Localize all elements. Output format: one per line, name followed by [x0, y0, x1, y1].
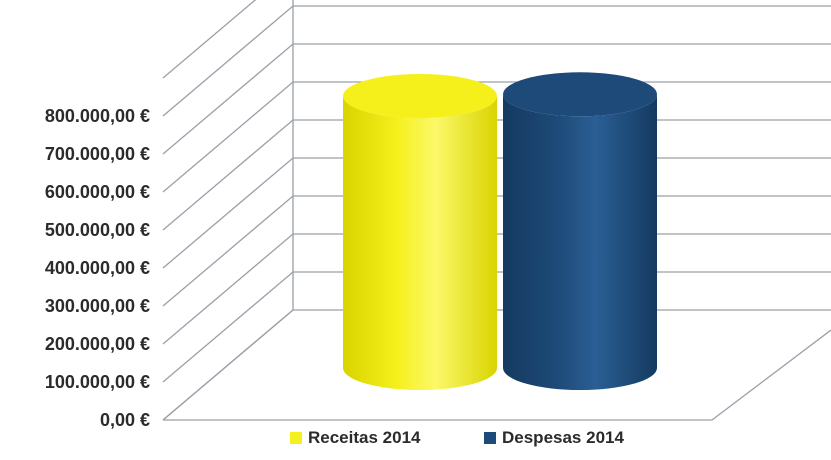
- y-tick-label: 400.000,00 €: [45, 258, 150, 278]
- legend-swatch-despesas: [484, 432, 496, 444]
- cylinder-top: [503, 72, 657, 117]
- y-tick-label: 500.000,00 €: [45, 220, 150, 240]
- y-tick-label: 600.000,00 €: [45, 182, 150, 202]
- legend-label-despesas: Despesas 2014: [502, 428, 624, 447]
- legend-item-receitas: Receitas 2014: [290, 428, 420, 448]
- y-tick-label: 800.000,00 €: [45, 106, 150, 126]
- legend-item-despesas: Despesas 2014: [484, 428, 624, 448]
- chart: 0,00 € 100.000,00 € 200.000,00 € 300.000,00…: [45, 0, 831, 430]
- bar-receitas-2014: [343, 74, 497, 390]
- gridline: [162, 43, 831, 155]
- cylinder-body: [503, 94, 657, 391]
- legend: Receitas 2014 Despesas 2014: [0, 428, 831, 458]
- gridline: [162, 5, 831, 117]
- gridline: [162, 81, 831, 193]
- chart-bars: [343, 72, 657, 391]
- bar-despesas-2014: [503, 72, 657, 391]
- y-tick-label: 200.000,00 €: [45, 334, 150, 354]
- y-tick-label: 300.000,00 €: [45, 296, 150, 316]
- y-tick-label: 0,00 €: [100, 410, 150, 430]
- y-tick-label: 700.000,00 €: [45, 144, 150, 164]
- cylinder-body: [343, 96, 497, 390]
- legend-label-receitas: Receitas 2014: [308, 428, 421, 447]
- chart-grid: [162, 0, 831, 421]
- gridline: [162, 0, 257, 79]
- legend-swatch-receitas: [290, 432, 302, 444]
- y-tick-label: 100.000,00 €: [45, 372, 150, 392]
- y-axis: 0,00 € 100.000,00 € 200.000,00 € 300.000,00…: [45, 106, 150, 430]
- cylinder-top: [343, 74, 497, 118]
- side-wall-edge: [162, 0, 294, 421]
- floor-edge: [163, 329, 831, 421]
